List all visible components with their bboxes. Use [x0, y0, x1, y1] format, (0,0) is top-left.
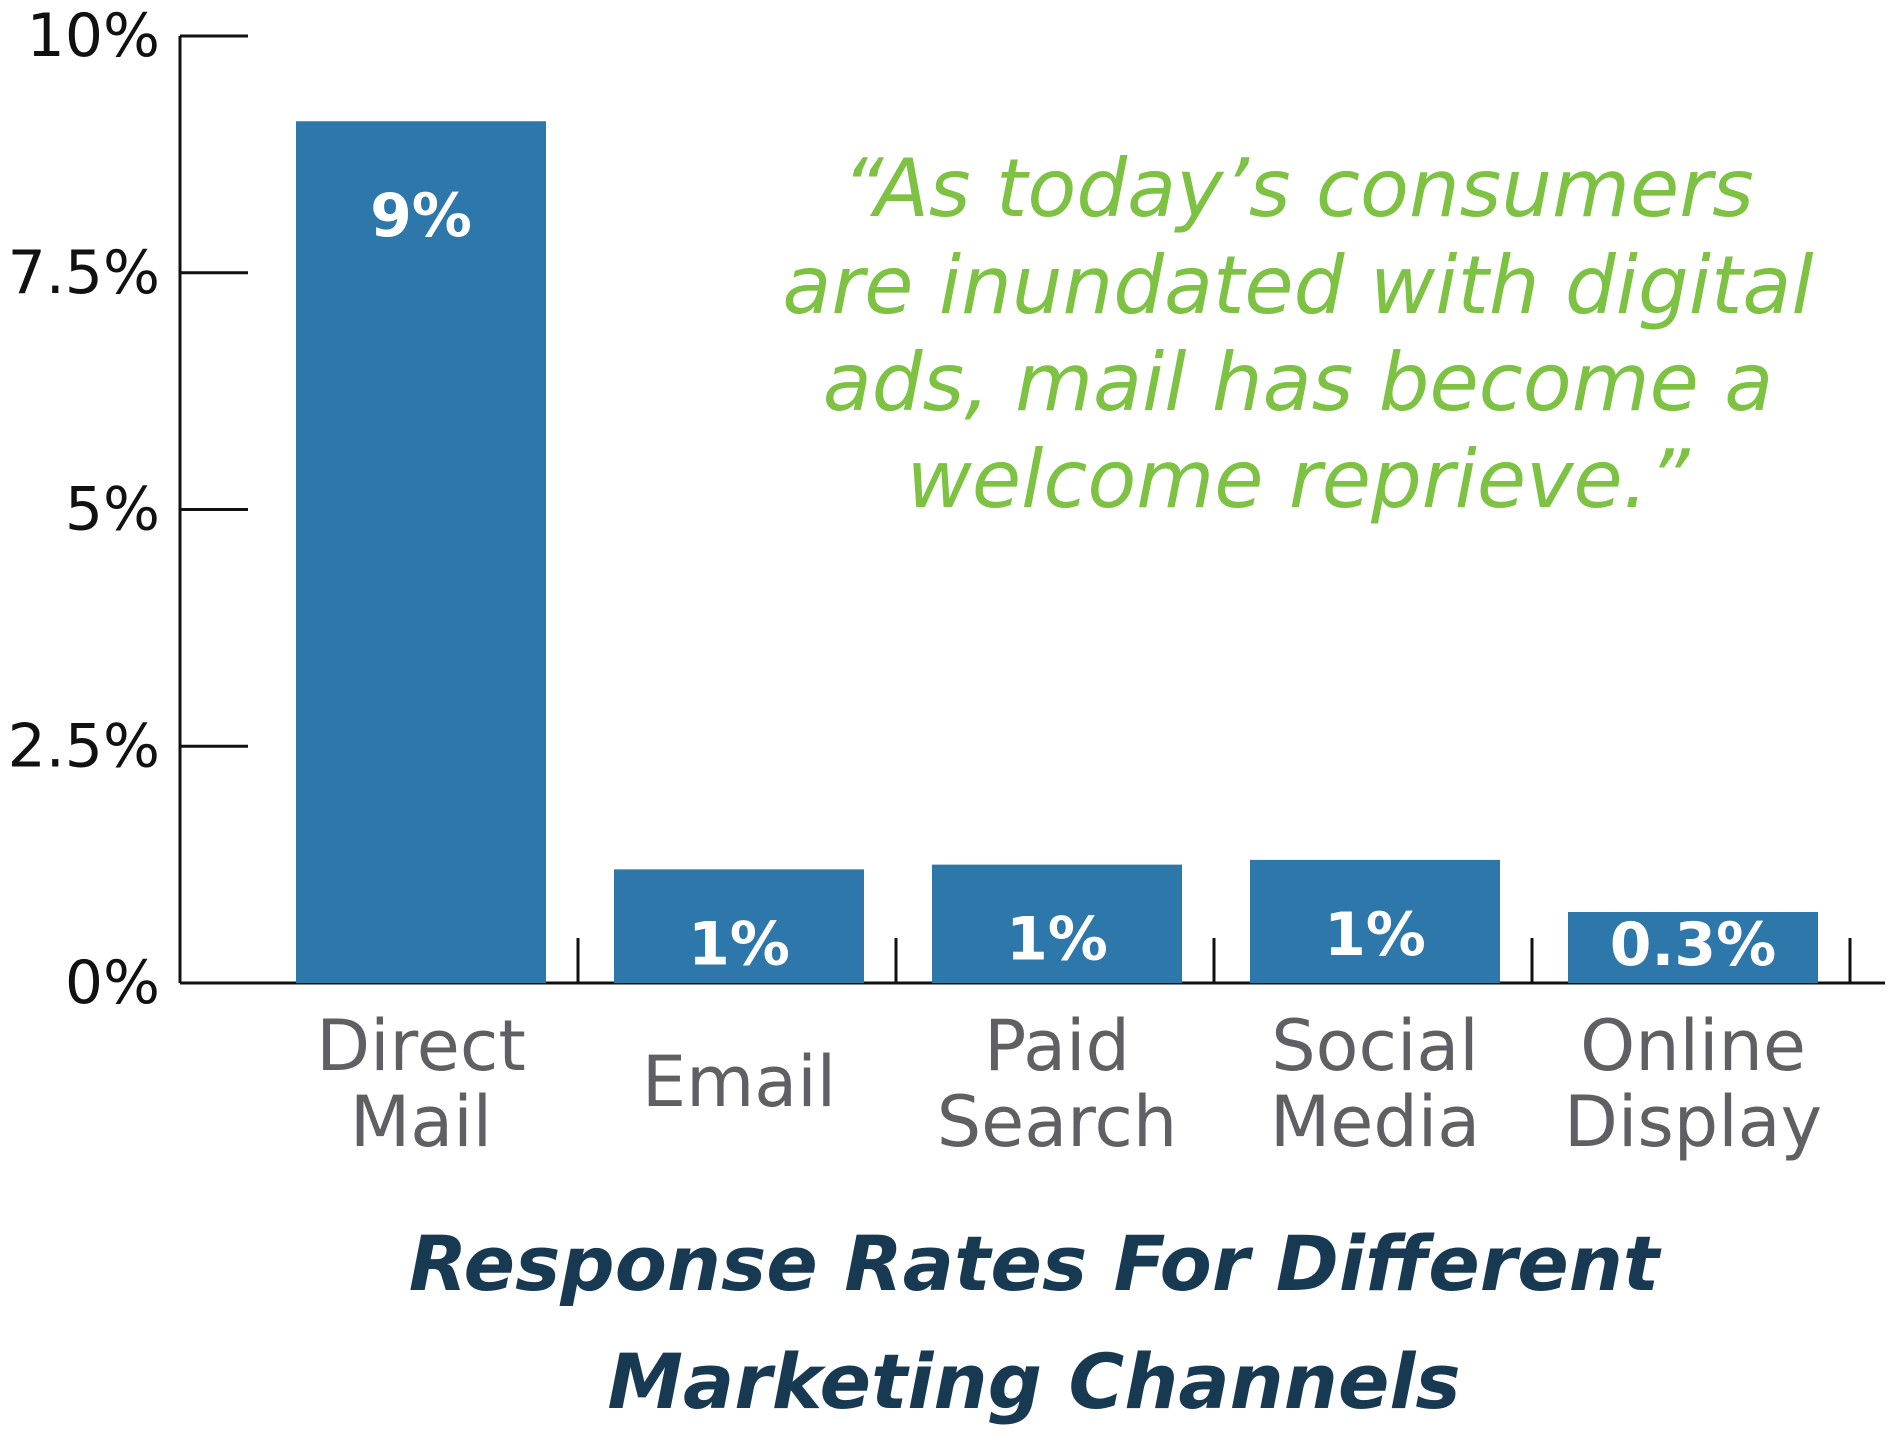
bar-data-label: 1% — [1006, 905, 1108, 975]
x-category-label: Paid Search — [937, 1005, 1178, 1163]
chart-title-line: Response Rates For Different — [409, 1219, 1662, 1308]
bar — [614, 869, 864, 983]
y-tick-label: 0% — [65, 948, 160, 1018]
bar-data-label: 9% — [370, 181, 472, 251]
y-tick-label: 10% — [27, 1, 160, 71]
bar-data-label: 0.3% — [1610, 910, 1776, 980]
y-tick-label: 7.5% — [8, 238, 160, 308]
y-tick-label: 2.5% — [8, 711, 160, 781]
bar — [296, 121, 546, 984]
chart-title: Response Rates For Different Marketing Ch… — [409, 1219, 1662, 1426]
annotation-line: are inundated with digital — [782, 239, 1813, 332]
x-category-label: Direct Mail — [316, 1005, 526, 1163]
chart-axes: 0% 2.5% 5% 7.5% 10% Direct Mail Email Paid Search… — [8, 1, 1885, 1163]
bar — [1568, 911, 1818, 983]
annotation-line: ads, mail has become a — [823, 336, 1774, 429]
x-category-label: Online Display — [1564, 1005, 1822, 1163]
annotation-line: “As today’s consumers — [842, 142, 1754, 235]
chart-bars: 9% 1% 1% 1% 0.3% — [296, 121, 1818, 984]
chart-title-line: Marketing Channels — [607, 1337, 1460, 1426]
bar-data-label: 1% — [688, 909, 790, 979]
bar — [932, 864, 1182, 983]
x-category-label: Email — [642, 1041, 836, 1123]
bar-data-label: 1% — [1324, 900, 1426, 970]
y-tick-label: 5% — [65, 475, 160, 545]
annotation-line: welcome reprieve.” — [906, 433, 1690, 526]
bar — [1250, 859, 1500, 983]
x-category-label: Social Media — [1270, 1005, 1480, 1163]
